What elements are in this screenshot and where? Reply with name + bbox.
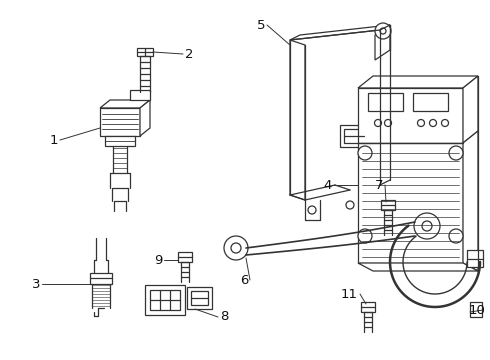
Bar <box>368 93 403 111</box>
Circle shape <box>224 236 248 260</box>
Bar <box>344 129 364 143</box>
Circle shape <box>358 229 372 243</box>
Circle shape <box>449 146 463 160</box>
Text: 6: 6 <box>240 274 248 287</box>
Polygon shape <box>463 76 478 143</box>
Bar <box>105 136 135 146</box>
Bar <box>340 125 368 147</box>
Circle shape <box>449 229 463 243</box>
Polygon shape <box>290 25 390 40</box>
Text: 9: 9 <box>154 253 162 266</box>
Circle shape <box>358 146 372 160</box>
Polygon shape <box>290 40 305 200</box>
Circle shape <box>375 23 391 39</box>
Text: 7: 7 <box>374 179 383 192</box>
Polygon shape <box>375 25 390 60</box>
Polygon shape <box>130 90 150 100</box>
Polygon shape <box>100 108 140 136</box>
Bar <box>187 287 212 309</box>
Polygon shape <box>140 100 150 136</box>
Text: 2: 2 <box>185 48 194 60</box>
Polygon shape <box>381 200 395 210</box>
Polygon shape <box>358 263 478 271</box>
Bar <box>358 143 463 263</box>
Text: 8: 8 <box>220 310 228 324</box>
Bar <box>413 93 448 111</box>
Polygon shape <box>358 76 478 88</box>
Bar <box>191 291 208 305</box>
Polygon shape <box>100 100 150 108</box>
Polygon shape <box>467 250 483 267</box>
Bar <box>150 290 180 310</box>
Text: 3: 3 <box>31 278 40 291</box>
Polygon shape <box>178 252 192 262</box>
Polygon shape <box>361 302 375 312</box>
Polygon shape <box>137 48 153 56</box>
Text: 11: 11 <box>341 288 358 301</box>
Text: 10: 10 <box>468 303 485 316</box>
Polygon shape <box>463 131 478 271</box>
Text: 1: 1 <box>49 134 58 147</box>
Text: 4: 4 <box>323 179 332 192</box>
Polygon shape <box>90 273 112 284</box>
Circle shape <box>414 213 440 239</box>
Bar <box>145 285 185 315</box>
Bar <box>358 88 463 143</box>
Text: 5: 5 <box>256 18 265 32</box>
Polygon shape <box>470 302 482 317</box>
